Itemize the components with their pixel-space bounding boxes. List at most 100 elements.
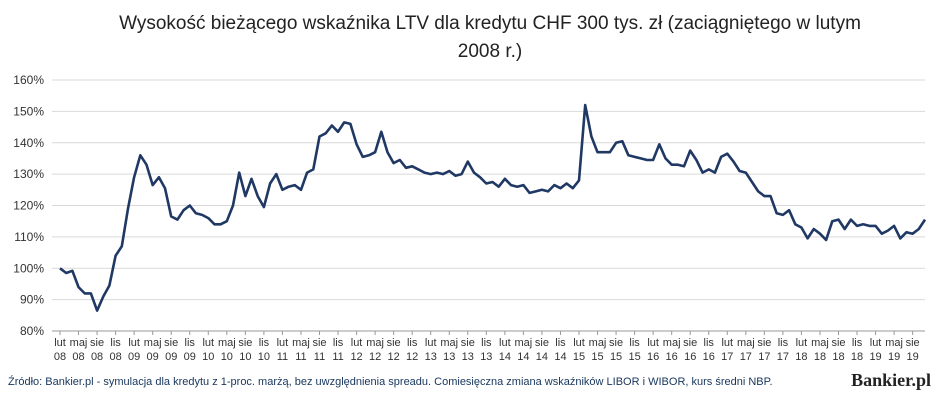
- x-tick-year: 18: [795, 351, 807, 363]
- x-tick-month: lis: [407, 337, 418, 349]
- x-tick-year: 12: [369, 351, 381, 363]
- x-tick-year: 17: [740, 351, 752, 363]
- x-tick-month: sie: [683, 337, 697, 349]
- ltv-line-chart: 80% 90% 100% 110% 120% 130% 140% 150% 160% lut 08…: [13, 73, 927, 363]
- x-tick-year: 08: [109, 351, 121, 363]
- x-tick-year: 13: [462, 351, 474, 363]
- x-tick-year: 17: [721, 351, 733, 363]
- x-tick-year: 19: [869, 351, 881, 363]
- x-tick-year: 14: [499, 351, 511, 363]
- x-tick-year: 11: [314, 351, 325, 363]
- x-tick-month: sie: [90, 337, 104, 349]
- x-tick-month: lis: [259, 337, 270, 349]
- x-tick-year: 18: [814, 351, 826, 363]
- x-tick-year: 16: [647, 351, 659, 363]
- x-tick-year: 14: [536, 351, 548, 363]
- x-tick-month: lis: [333, 337, 344, 349]
- x-tick-month: maj: [70, 337, 88, 349]
- x-tick-month: sie: [387, 337, 401, 349]
- x-tick-year: 17: [777, 351, 789, 363]
- x-tick-month: maj: [292, 337, 310, 349]
- x-tick-year: 11: [332, 351, 343, 363]
- x-tick-month: lis: [185, 337, 196, 349]
- x-tick-year: 12: [388, 351, 400, 363]
- x-tick-month: sie: [906, 337, 920, 349]
- x-tick-month: lut: [128, 337, 140, 349]
- y-tick-label: 90%: [20, 293, 44, 307]
- y-tick-label: 120%: [13, 199, 44, 213]
- x-tick-year: 10: [239, 351, 251, 363]
- x-tick-month: lis: [629, 337, 640, 349]
- x-tick-year: 16: [684, 351, 696, 363]
- x-tick-year: 12: [350, 351, 362, 363]
- x-tick-year: 13: [443, 351, 455, 363]
- x-tick-month: sie: [461, 337, 475, 349]
- y-tick-label: 140%: [13, 136, 44, 150]
- x-tick-year: 15: [628, 351, 640, 363]
- x-tick-year: 09: [184, 351, 196, 363]
- x-tick-month: lut: [721, 337, 733, 349]
- x-tick-month: sie: [164, 337, 178, 349]
- x-tick-year: 15: [610, 351, 622, 363]
- x-tick-year: 10: [221, 351, 233, 363]
- x-tick-year: 15: [573, 351, 585, 363]
- x-tick-month: lut: [870, 337, 882, 349]
- x-tick-year: 17: [758, 351, 770, 363]
- x-tick-month: lis: [555, 337, 566, 349]
- x-tick-year: 15: [591, 351, 603, 363]
- x-tick-year: 16: [703, 351, 715, 363]
- source-note: Źródło: Bankier.pl - symulacja dla kredy…: [8, 376, 773, 388]
- x-tick-month: sie: [757, 337, 771, 349]
- x-tick-month: maj: [440, 337, 458, 349]
- x-tick-month: sie: [312, 337, 326, 349]
- x-tick-year: 10: [258, 351, 270, 363]
- x-tick-year: 19: [907, 351, 919, 363]
- x-tick-month: lut: [277, 337, 289, 349]
- x-tick-month: maj: [218, 337, 236, 349]
- x-tick-year: 10: [202, 351, 214, 363]
- x-tick-month: sie: [238, 337, 252, 349]
- x-tick-year: 12: [406, 351, 418, 363]
- x-tick-month: lis: [110, 337, 121, 349]
- x-tick-month: sie: [831, 337, 845, 349]
- brand-logo: Bankier.pl: [851, 370, 931, 390]
- x-tick-year: 09: [128, 351, 140, 363]
- chart-title: Wysokość bieżącego wskaźnika LTV dla kre…: [60, 10, 920, 66]
- x-tick-year: 18: [851, 351, 863, 363]
- x-tick-month: maj: [144, 337, 162, 349]
- x-tick-year: 13: [425, 351, 437, 363]
- x-tick-month: lut: [202, 337, 214, 349]
- x-tick-month: lut: [499, 337, 511, 349]
- x-tick-month: lut: [351, 337, 363, 349]
- y-tick-label: 80%: [20, 324, 44, 338]
- x-tick-year: 09: [165, 351, 177, 363]
- x-tick-month: maj: [366, 337, 384, 349]
- x-tick-month: maj: [589, 337, 607, 349]
- x-tick-year: 18: [832, 351, 844, 363]
- y-tick-label: 100%: [13, 261, 44, 275]
- y-tick-label: 160%: [13, 73, 44, 87]
- x-tick-month: sie: [609, 337, 623, 349]
- x-tick-year: 11: [277, 351, 288, 363]
- chart-title-line-2: 2008 r.): [457, 41, 523, 62]
- x-tick-month: lis: [852, 337, 863, 349]
- y-axis-ticks: 80% 90% 100% 110% 120% 130% 140% 150% 160%: [13, 73, 44, 338]
- x-tick-month: maj: [515, 337, 533, 349]
- x-tick-year: 11: [295, 351, 306, 363]
- x-tick-month: lut: [647, 337, 659, 349]
- x-tick-month: lis: [778, 337, 789, 349]
- x-tick-month: lis: [704, 337, 715, 349]
- x-tick-year: 08: [54, 351, 66, 363]
- y-tick-label: 110%: [14, 230, 44, 244]
- x-tick-year: 14: [554, 351, 566, 363]
- x-tick-year: 08: [72, 351, 84, 363]
- x-tick-year: 08: [91, 351, 103, 363]
- x-tick-month: lis: [481, 337, 492, 349]
- x-tick-month: sie: [535, 337, 549, 349]
- x-tick-month: lut: [425, 337, 437, 349]
- grid-lines: [52, 79, 925, 332]
- chart-title-line-1: Wysokość bieżącego wskaźnika LTV dla kre…: [119, 13, 861, 34]
- x-tick-month: lut: [796, 337, 808, 349]
- x-tick-month: lut: [54, 337, 66, 349]
- x-tick-month: lut: [573, 337, 585, 349]
